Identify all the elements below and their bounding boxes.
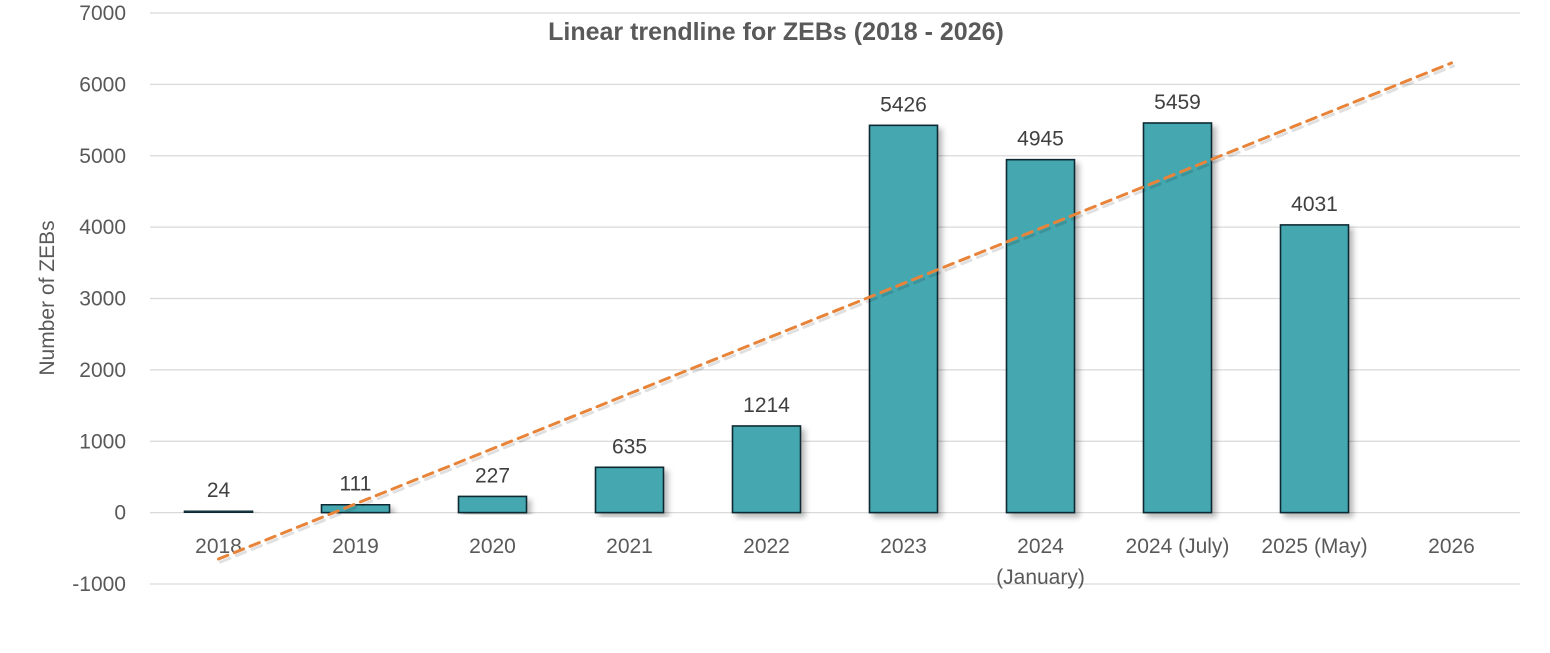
x-tick-label: 2022 xyxy=(743,535,790,558)
bar xyxy=(1142,122,1213,514)
trendline xyxy=(217,61,1453,561)
x-tick-line: 2024 (July) xyxy=(1126,535,1230,558)
y-tick-label: -1000 xyxy=(72,573,126,596)
bar xyxy=(1005,158,1076,514)
x-tick-line: 2025 (May) xyxy=(1261,535,1367,558)
x-tick-line: 2023 xyxy=(880,535,927,558)
y-tick-label: 0 xyxy=(114,502,126,525)
data-label: 4031 xyxy=(1291,193,1338,216)
x-tick-label: 2024 (July) xyxy=(1126,535,1230,558)
y-tick-label: 1000 xyxy=(79,430,126,453)
x-tick-line: 2020 xyxy=(469,535,516,558)
y-tick-label: 5000 xyxy=(79,145,126,168)
bar xyxy=(1279,224,1350,514)
data-label: 635 xyxy=(612,435,647,458)
y-tick-label: 2000 xyxy=(79,359,126,382)
chart-title: Linear trendline for ZEBs (2018 - 2026) xyxy=(548,18,1004,46)
data-label: 4945 xyxy=(1017,128,1064,151)
y-axis-ticks: 7000 6000 5000 4000 3000 2000 1000 0 -1000 xyxy=(72,2,126,596)
x-tick-line: 2021 xyxy=(606,535,653,558)
bars xyxy=(183,122,1350,514)
x-tick-line: (January) xyxy=(996,566,1085,589)
data-label: 227 xyxy=(475,464,510,487)
bar xyxy=(868,124,939,514)
y-axis-title: Number of ZEBs xyxy=(36,220,59,375)
x-tick-line: 2022 xyxy=(743,535,790,558)
x-tick-label: 2023 xyxy=(880,535,927,558)
x-tick-line: 2024 xyxy=(1017,535,1064,558)
gridlines xyxy=(150,12,1520,585)
bar xyxy=(183,510,254,514)
x-tick-label: 2026 xyxy=(1428,535,1475,558)
x-tick-label: 2019 xyxy=(332,535,379,558)
y-tick-label: 7000 xyxy=(79,2,126,25)
x-tick-line: 2026 xyxy=(1428,535,1475,558)
trendline-shadow xyxy=(219,64,1455,564)
x-tick-label: 2025 (May) xyxy=(1261,535,1367,558)
x-tick-line: 2018 xyxy=(195,535,242,558)
bar xyxy=(457,495,528,514)
x-tick-label: 2018 xyxy=(195,535,242,558)
x-tick-label: 2024 (January) xyxy=(996,535,1085,589)
bar xyxy=(320,503,391,514)
x-tick-label: 2020 xyxy=(469,535,516,558)
data-label: 111 xyxy=(340,473,372,496)
y-tick-label: 4000 xyxy=(79,216,126,239)
x-axis-ticks: 2018 2019 2020 2021 2022 2023 2024 (January)202… xyxy=(195,535,1475,589)
data-labels: 24 111 227 635 1214 5426 4945 5459 4031 xyxy=(207,91,1338,502)
x-tick-line: 2019 xyxy=(332,535,379,558)
trendline-layer xyxy=(217,61,1455,564)
y-tick-label: 6000 xyxy=(79,73,126,96)
bar xyxy=(594,466,665,514)
bar xyxy=(731,425,802,514)
data-label: 5459 xyxy=(1154,91,1201,114)
x-tick-label: 2021 xyxy=(606,535,653,558)
data-label: 5426 xyxy=(880,93,927,116)
data-label: 1214 xyxy=(743,394,790,417)
data-label: 24 xyxy=(207,479,231,502)
y-tick-label: 3000 xyxy=(79,288,126,311)
